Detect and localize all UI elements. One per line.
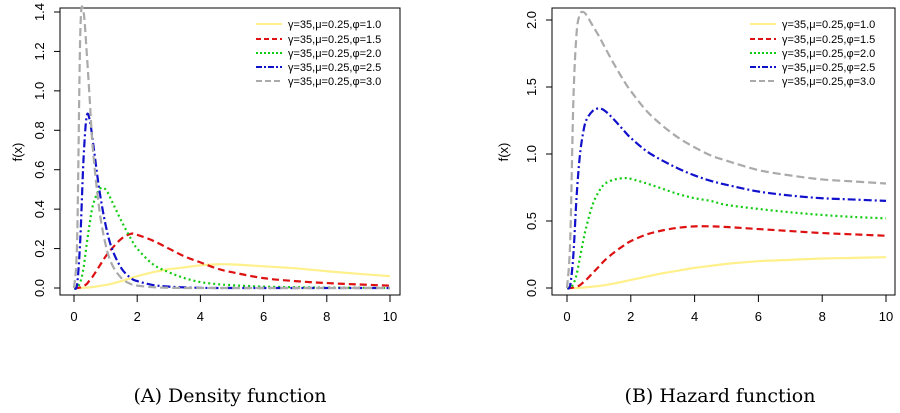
x-tick-label: 0 — [70, 309, 77, 324]
y-tick-label: 0.5 — [524, 212, 539, 230]
y-tick-label: 0.4 — [32, 200, 47, 218]
axis-ticks: 0 2 4 6 8 10 0.0 0.5 1.0 1.5 2.0 — [524, 11, 893, 324]
series-line — [74, 263, 391, 290]
legend-label: γ=35,μ=0.25,φ=2.5 — [782, 62, 875, 74]
legend-entry: γ=35,μ=0.25,φ=2.0 — [750, 48, 875, 60]
x-tick-label: 8 — [323, 309, 330, 324]
legend: γ=35,μ=0.25,φ=1.0 γ=35,μ=0.25,φ=1.5 γ=35… — [750, 19, 875, 88]
y-axis-label: f(x) — [496, 143, 511, 162]
plot-frame — [59, 7, 401, 296]
legend-entry: γ=35,μ=0.25,φ=3.0 — [750, 76, 875, 88]
legend-label: γ=35,μ=0.25,φ=2.5 — [288, 62, 381, 74]
caption-hazard: (B) Hazard function — [570, 385, 870, 407]
series-line — [565, 10, 887, 289]
x-tick-label: 4 — [691, 309, 698, 324]
legend-label: γ=35,μ=0.25,φ=3.0 — [782, 76, 875, 88]
legend-label: γ=35,μ=0.25,φ=3.0 — [288, 76, 381, 88]
series-line — [73, 186, 391, 290]
x-tick-label: 2 — [134, 309, 141, 324]
series-lines — [565, 10, 887, 290]
x-tick-label: 6 — [260, 309, 267, 324]
legend-entry: γ=35,μ=0.25,φ=3.0 — [256, 76, 381, 88]
y-tick-label: 1.0 — [32, 82, 47, 100]
series-line — [72, 112, 390, 290]
x-tick-label: 2 — [627, 309, 634, 324]
plot-frame — [551, 7, 896, 296]
x-tick-label: 10 — [879, 309, 893, 324]
legend-entry: γ=35,μ=0.25,φ=2.0 — [256, 48, 381, 60]
caption-label: (A) — [133, 385, 162, 407]
y-tick-label: 1.0 — [524, 145, 539, 163]
y-tick-label: 0.0 — [32, 279, 47, 297]
caption-text: Density function — [168, 385, 327, 407]
series-line — [73, 232, 391, 290]
legend-label: γ=35,μ=0.25,φ=2.0 — [782, 48, 875, 60]
y-tick-label: 2.0 — [524, 11, 539, 29]
caption-text: Hazard function — [659, 385, 816, 407]
legend-label: γ=35,μ=0.25,φ=1.5 — [288, 34, 381, 46]
x-tick-label: 0 — [563, 309, 570, 324]
y-tick-label: 1.2 — [32, 42, 47, 60]
hazard-chart: f(x) 0 2 4 6 8 10 0.0 0.5 1.0 1.5 2.0 γ=35,μ=0.25,… — [496, 7, 896, 324]
legend-entry: γ=35,μ=0.25,φ=2.5 — [256, 62, 381, 74]
y-tick-label: 1.4 — [32, 3, 47, 21]
legend-entry: γ=35,μ=0.25,φ=1.5 — [256, 34, 381, 46]
y-tick-label: 0.2 — [32, 240, 47, 258]
y-tick-label: 0.6 — [32, 161, 47, 179]
x-tick-label: 10 — [383, 309, 397, 324]
y-axis-label: f(x) — [10, 143, 25, 162]
y-tick-label: 1.5 — [524, 78, 539, 96]
series-line — [566, 107, 887, 290]
legend-label: γ=35,μ=0.25,φ=1.0 — [288, 19, 381, 31]
legend-entry: γ=35,μ=0.25,φ=1.0 — [256, 19, 381, 31]
series-line — [72, 5, 390, 290]
legend-entry: γ=35,μ=0.25,φ=1.0 — [750, 19, 875, 31]
y-tick-label: 0.8 — [32, 121, 47, 139]
series-line — [566, 176, 887, 290]
legend: γ=35,μ=0.25,φ=1.0 γ=35,μ=0.25,φ=1.5 γ=35… — [256, 19, 381, 88]
series-lines — [72, 5, 391, 290]
x-tick-label: 8 — [819, 309, 826, 324]
y-tick-label: 0.0 — [524, 279, 539, 297]
legend-entry: γ=35,μ=0.25,φ=1.5 — [750, 34, 875, 46]
caption-density: (A) Density function — [80, 385, 380, 407]
axis-ticks: 0 2 4 6 8 10 0.0 0.2 0.4 0.6 0.8 1.0 1.2 1.4 — [32, 3, 397, 324]
series-line — [567, 256, 887, 290]
legend-label: γ=35,μ=0.25,φ=2.0 — [288, 48, 381, 60]
x-tick-label: 6 — [755, 309, 762, 324]
density-chart: f(x) 0 2 4 6 8 10 0.0 0.2 0.4 0.6 0.8 1.0 1.2 1.4 γ=3… — [10, 3, 401, 324]
legend-label: γ=35,μ=0.25,φ=1.0 — [782, 19, 875, 31]
legend-entry: γ=35,μ=0.25,φ=2.5 — [750, 62, 875, 74]
legend-label: γ=35,μ=0.25,φ=1.5 — [782, 34, 875, 46]
series-line — [566, 225, 887, 290]
caption-label: (B) — [624, 385, 654, 407]
x-tick-label: 4 — [197, 309, 204, 324]
